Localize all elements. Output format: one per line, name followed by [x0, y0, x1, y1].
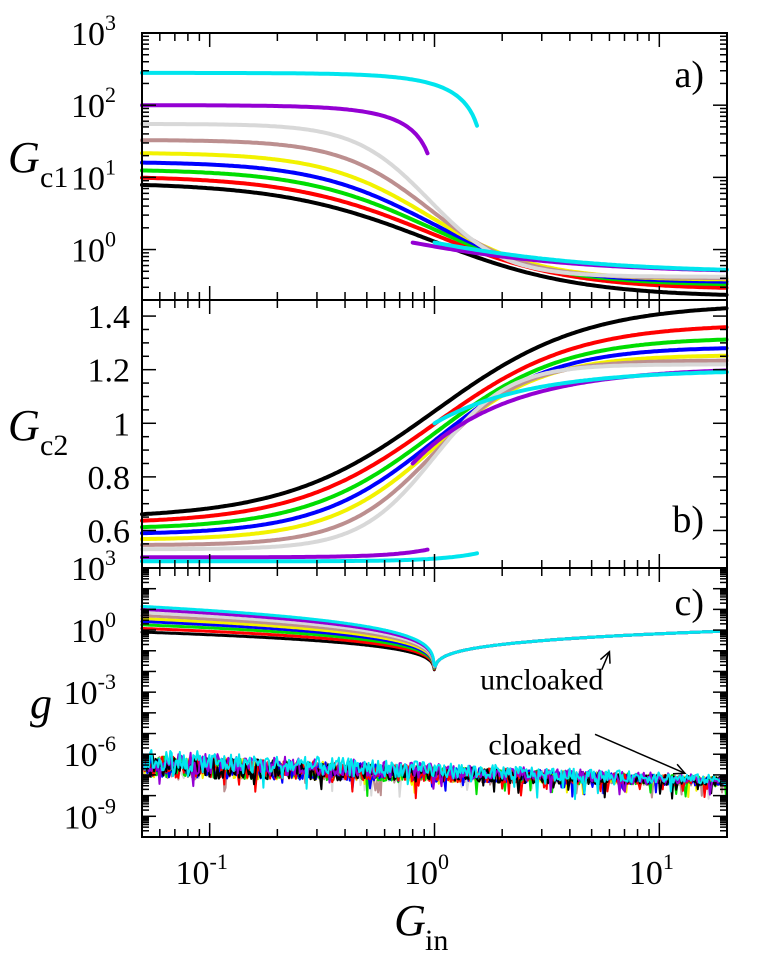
uncloaked-line-cyan [140, 604, 728, 668]
series-line-black [140, 306, 729, 517]
panel-b-ylabel: G [8, 401, 40, 450]
panel-c-ytick-label: 10-3 [64, 669, 116, 712]
panel-c-xlabel: G [394, 896, 426, 945]
cloaked-line-cyan [141, 749, 728, 801]
panel-a-label: a) [674, 54, 704, 96]
panel-c-xtick-label: 100 [404, 849, 449, 892]
series-line-red [140, 175, 729, 290]
series-line-yellow [140, 353, 729, 542]
panel-b-ytick-label: 0.6 [88, 513, 131, 550]
panel-a-ytick-label: 101 [71, 154, 116, 197]
panel-b-ytick-label: 0.8 [88, 460, 131, 497]
annotation-arrow [594, 733, 686, 774]
panel-a-ytick-label: 102 [71, 82, 116, 125]
annotation-arrowhead [599, 650, 611, 664]
series-line-purple [140, 547, 430, 560]
series-line-cyan [140, 551, 479, 564]
series-line-gray [140, 122, 729, 279]
panel-c-ylabel: g [30, 679, 52, 728]
series-line-cyan [140, 70, 479, 128]
panel-b-ytick-label: 1 [113, 406, 130, 443]
panel-a: 103 102 101 100 G c1 a) [8, 10, 729, 301]
panel-b: 0.6 0.8 1 1.2 1.4 G c2 b) [8, 299, 729, 569]
panel-a-ytick-label: 103 [71, 10, 116, 53]
series-line-tan [140, 358, 729, 547]
series-line-gray [140, 362, 729, 552]
panel-c-xlabel-sub: in [425, 924, 448, 957]
series-line-cyan-branch [432, 240, 729, 272]
annotation-arrow [601, 651, 611, 670]
panel-c-ytick-label: 10-6 [64, 731, 116, 774]
panel-c-ytick-label: 10-9 [64, 793, 116, 836]
panel-c-label: c) [674, 582, 704, 624]
panel-a-ylabel-sub: c1 [40, 161, 68, 194]
panel-a-ylabel: G [8, 133, 40, 182]
panel-c-frame [141, 567, 728, 838]
panel-c-xtick-label: 101 [629, 849, 674, 892]
panel-b-ytick-label: 1.2 [88, 353, 131, 390]
series-line-purple [140, 103, 430, 156]
panel-b-ytick-label: 1.4 [88, 299, 131, 336]
annotation-arrowhead [672, 763, 687, 775]
panel-c: 103 100 10-3 10-6 10-9 10-1 100 101 g G in c) uncloa… [30, 545, 728, 957]
panel-b-label: b) [672, 499, 704, 541]
panel-c-xtick-label: 10-1 [176, 849, 228, 892]
panel-c-ytick-label: 100 [71, 607, 116, 650]
annotation-uncloaked: uncloaked [480, 664, 603, 697]
panel-a-ytick-label: 100 [71, 227, 116, 270]
series-line-tan [140, 138, 729, 281]
series-line-cyan-branch [432, 370, 729, 426]
annotation-cloaked: cloaked [488, 728, 581, 761]
series-line-blue [140, 346, 729, 536]
panel-b-ylabel-sub: c2 [40, 429, 68, 462]
series-line-green [140, 337, 729, 530]
panel-c-ytick-label: 103 [71, 545, 116, 588]
